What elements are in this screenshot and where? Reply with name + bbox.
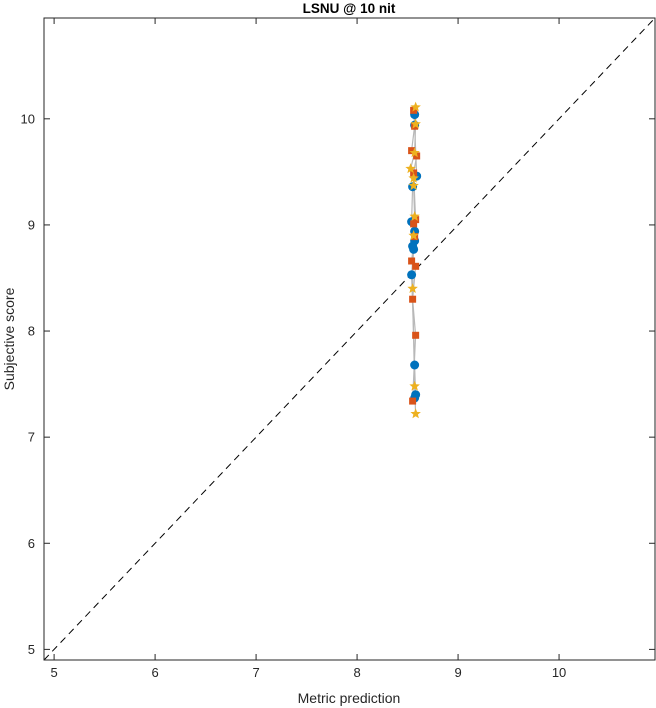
y-tick-label: 6 (28, 536, 35, 551)
y-tick-label: 9 (28, 217, 35, 232)
x-axis-ticks: 5 6 7 8 9 10 (50, 18, 566, 680)
data-point-square (412, 331, 420, 339)
data-point-star (409, 210, 420, 221)
data-point-star (408, 172, 419, 183)
data-point-star (409, 147, 420, 158)
data-point-circle (409, 244, 419, 254)
plot-frame (43, 17, 656, 661)
data-point-square (410, 220, 418, 228)
y-tick-label: 5 (28, 642, 35, 657)
data-points (405, 101, 422, 419)
data-point-square (412, 262, 420, 270)
y-tick-label: 7 (28, 430, 35, 445)
data-point-star (408, 180, 419, 191)
data-point-square (408, 147, 416, 155)
data-point-star (408, 230, 419, 240)
data-point-star (410, 101, 421, 112)
chart-title: LSNU @ 10 nit (303, 1, 396, 16)
data-point-circle (407, 270, 417, 280)
identity-line (43, 17, 656, 661)
data-point-square (412, 216, 420, 224)
x-tick-label: 5 (50, 665, 57, 680)
data-point-star (409, 380, 420, 391)
x-tick-label: 9 (454, 665, 461, 680)
y-axis-label: Subjective score (1, 287, 17, 390)
y-axis-ticks: 5 6 7 8 9 10 (21, 111, 655, 657)
data-point-star (407, 283, 418, 294)
x-tick-label: 7 (252, 665, 259, 680)
data-point-circle (410, 360, 420, 370)
data-point-star (410, 408, 421, 419)
x-tick-label: 6 (151, 665, 158, 680)
data-point-star (410, 118, 421, 129)
x-tick-label: 8 (353, 665, 360, 680)
data-point-star (405, 163, 416, 174)
data-point-square (408, 257, 416, 265)
x-tick-label: 10 (552, 665, 566, 680)
y-tick-label: 8 (28, 324, 35, 339)
y-tick-label: 10 (21, 111, 35, 126)
data-point-square (409, 397, 417, 405)
x-axis-label: Metric prediction (298, 690, 401, 706)
data-point-square (409, 295, 417, 303)
